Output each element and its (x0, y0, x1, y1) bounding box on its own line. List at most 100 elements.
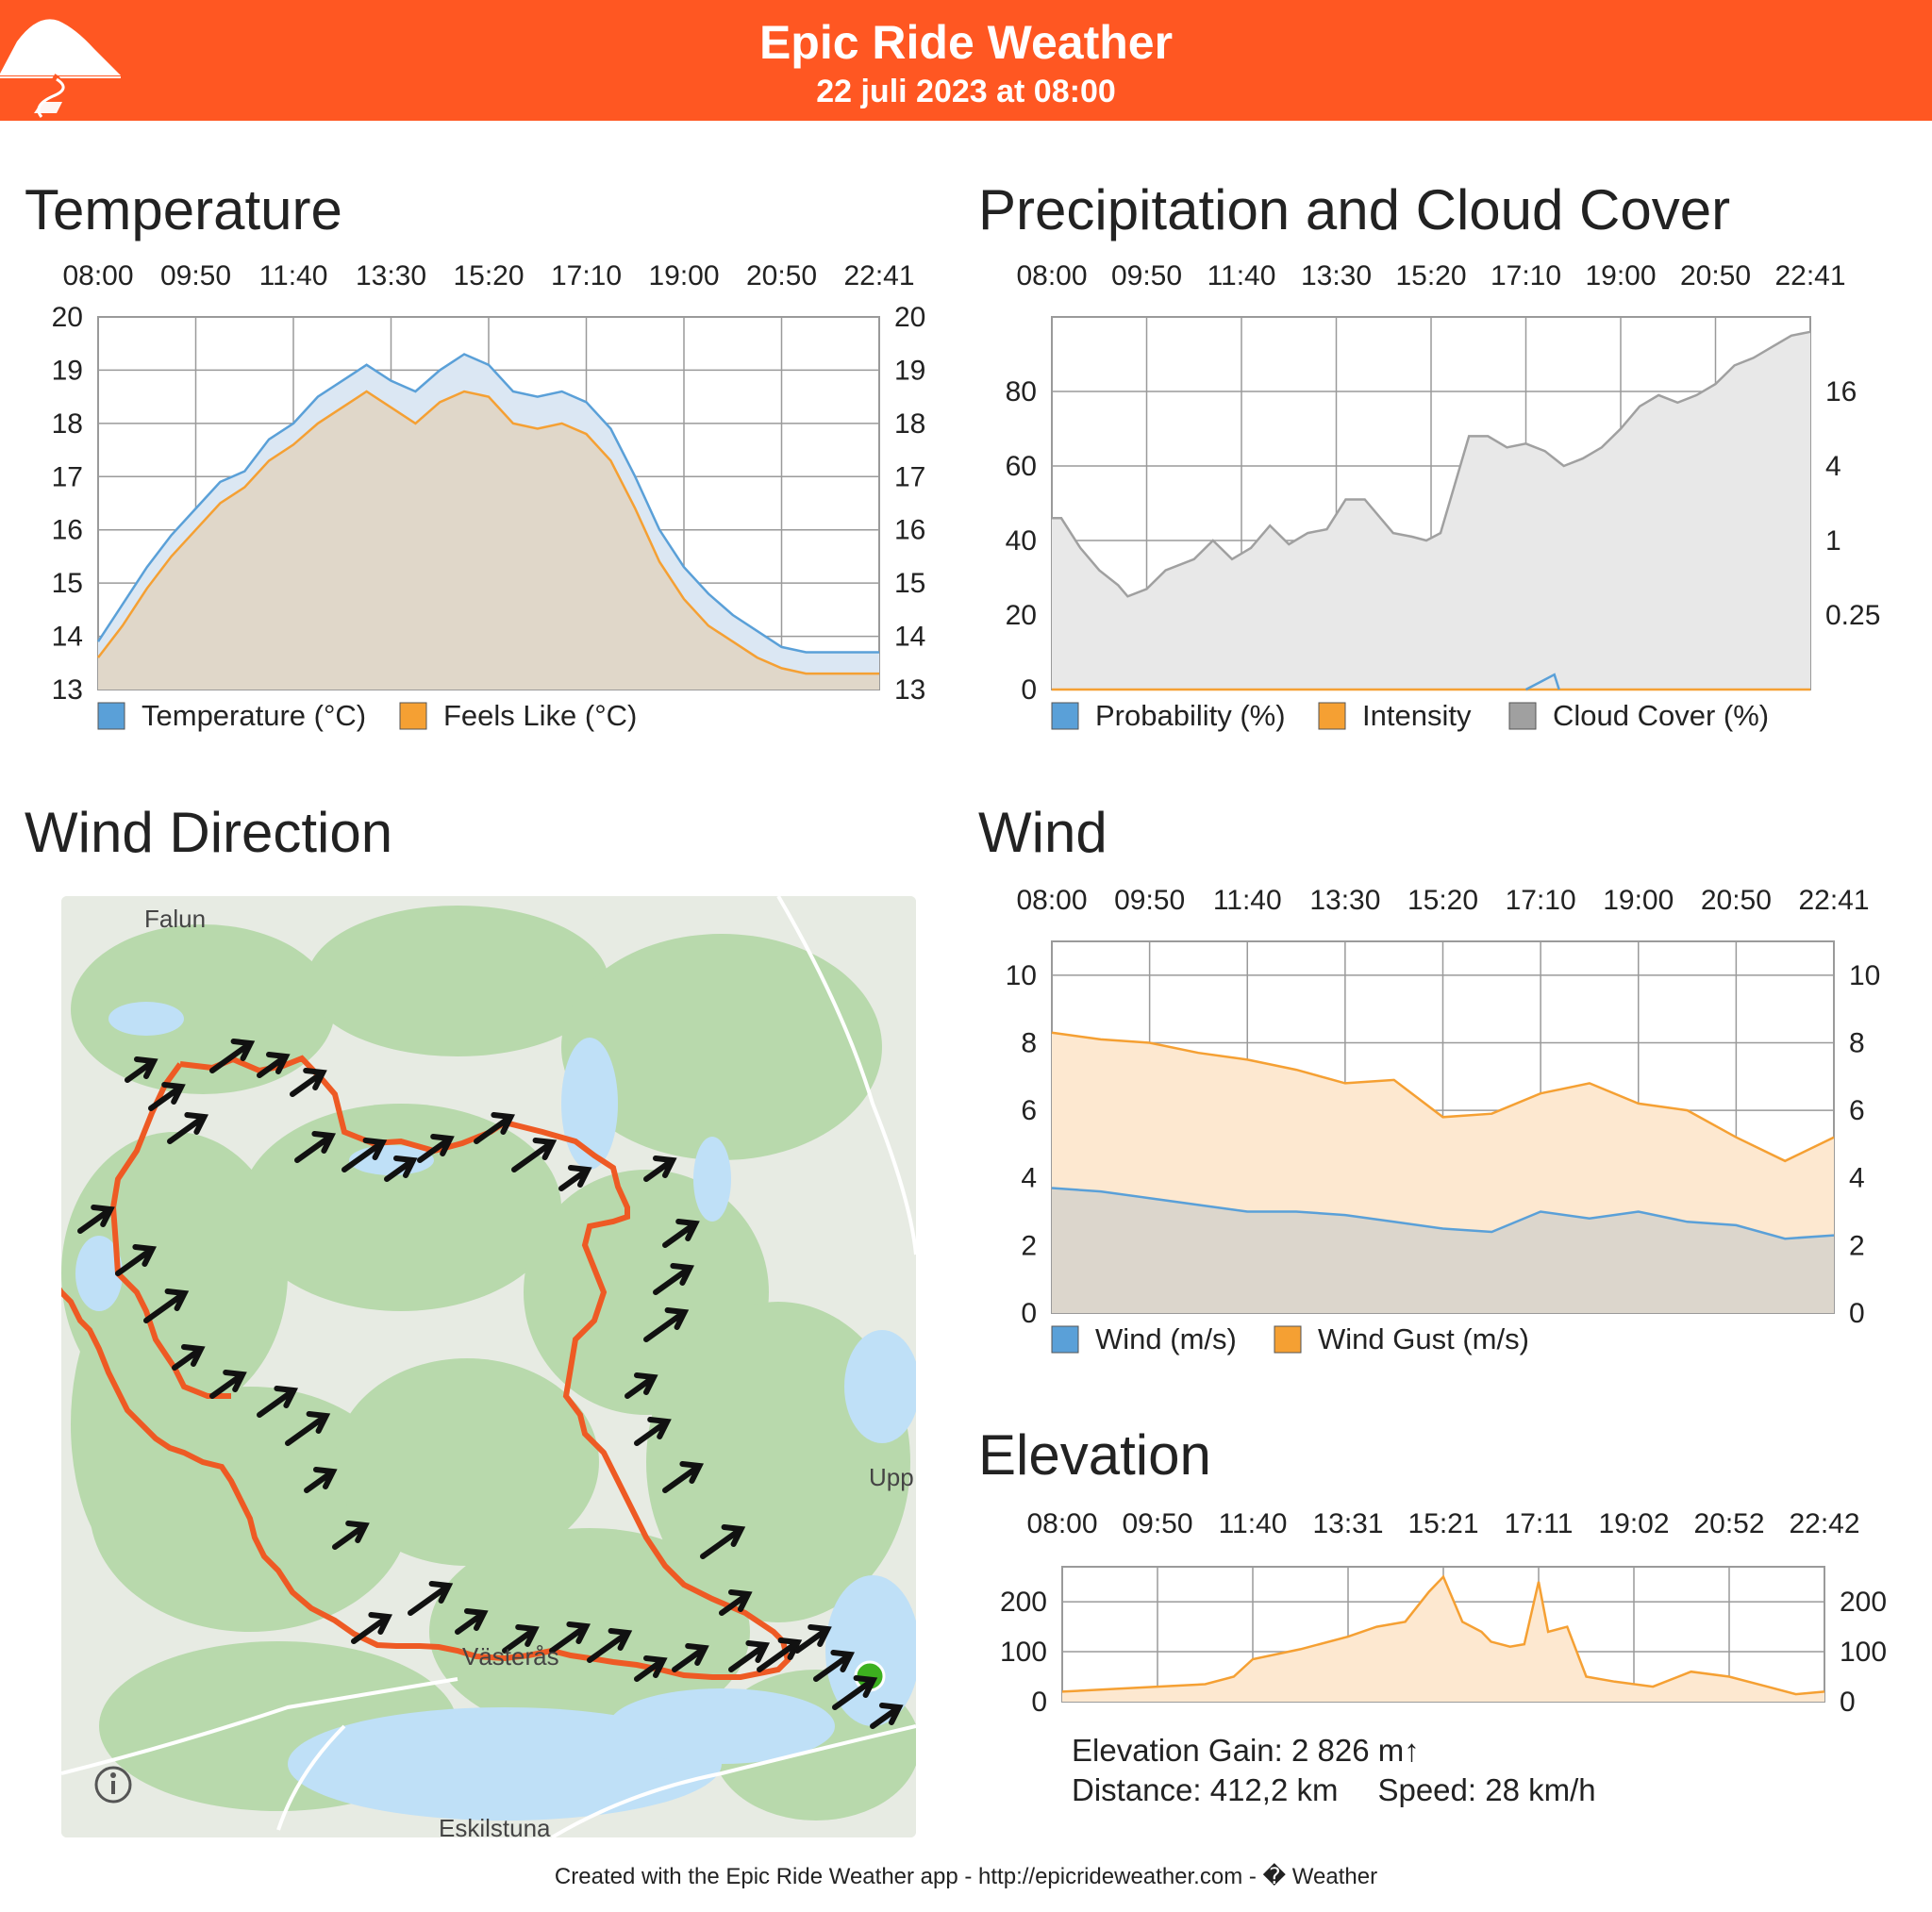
x-tick-label: 17:10 (551, 260, 622, 291)
wind-arrow-icon (384, 1156, 418, 1182)
wind-arrow-icon (77, 1205, 115, 1234)
wind-direction-title: Wind Direction (25, 801, 393, 864)
forest-areas (61, 906, 916, 1821)
legend-swatch (1274, 1325, 1302, 1354)
wind-arrow-icon (417, 1134, 455, 1163)
wind-arrow-icon (285, 1411, 331, 1446)
x-tick-label: 08:00 (1016, 260, 1087, 291)
wind-arrow-icon (870, 1703, 904, 1729)
x-tick-label: 15:20 (1395, 260, 1466, 291)
wind-arrow-icon (794, 1624, 832, 1654)
x-tick-label: 17:11 (1505, 1508, 1574, 1539)
app-header: Epic Ride Weather 22 juli 2023 at 08:00 (0, 0, 1932, 121)
x-tick-label: 22:41 (843, 260, 914, 291)
x-tick-label: 13:30 (1301, 260, 1372, 291)
wind-arrow-icon (813, 1650, 856, 1682)
x-tick-label: 19:02 (1598, 1508, 1669, 1539)
map-label-upp: Upp (869, 1463, 914, 1491)
wind-arrow-icon (757, 1638, 803, 1672)
x-tick-label: 19:00 (1585, 260, 1656, 291)
x-tick-label: 08:00 (62, 260, 133, 291)
y-tick-label: 0 (1021, 674, 1037, 706)
map-info-icon (94, 1766, 132, 1804)
y-right-tick-label: 14 (894, 622, 925, 653)
y-tick-label: 16 (52, 515, 83, 546)
y-right-tick-label: 16 (894, 515, 925, 546)
wind-arrow-icon (148, 1082, 186, 1111)
app-title: Epic Ride Weather (758, 16, 1174, 69)
footer-credit[interactable]: Created with the Epic Ride Weather app -… (554, 1864, 1378, 1889)
x-tick-label: 20:50 (1680, 260, 1751, 291)
elevation-gain: Elevation Gain: 2 826 m↑ (1072, 1733, 1420, 1768)
map-label-vasteras: Västerås (462, 1642, 559, 1671)
legend-label: Probability (%) (1095, 699, 1286, 732)
legend-label: Intensity (1362, 699, 1472, 732)
x-tick-label: 11:40 (1219, 1508, 1288, 1539)
x-tick-label: 17:10 (1506, 885, 1576, 916)
y-tick-label: 0 (1021, 1298, 1037, 1329)
x-tick-label: 13:30 (356, 260, 426, 291)
map-label-falun: Falun (144, 905, 206, 933)
roads (61, 896, 916, 1837)
x-tick-label: 15:20 (1407, 885, 1478, 916)
wind-arrow-icon (290, 1068, 327, 1097)
series-line (96, 353, 879, 654)
y-right-tick-label: 0 (1840, 1687, 1856, 1718)
legend-label: Temperature (°C) (142, 699, 366, 732)
wind-arrow-icon (408, 1581, 454, 1616)
y-tick-label: 20 (1006, 600, 1037, 631)
y-tick-label: 6 (1021, 1095, 1037, 1126)
x-tick-label: 11:40 (1213, 885, 1282, 916)
y-right-tick-label: 19 (894, 355, 925, 386)
x-tick-label: 19:00 (1603, 885, 1674, 916)
x-tick-label: 15:21 (1407, 1508, 1478, 1539)
x-tick-label: 22:41 (1774, 260, 1845, 291)
wind-arrow-icon (634, 1417, 672, 1446)
legend-swatch (97, 702, 125, 730)
wind-arrow-icon (257, 1052, 291, 1078)
wind-arrow-icon (634, 1655, 668, 1682)
legend-swatch (1051, 1325, 1079, 1354)
series-line (1524, 673, 1560, 691)
wind-arrow-icon (341, 1138, 388, 1172)
wind-arrow-icon (172, 1344, 206, 1371)
y-right-tick-label: 0 (1849, 1298, 1865, 1329)
x-tick-label: 20:50 (746, 260, 817, 291)
wind-arrow-icon (700, 1524, 746, 1559)
legend-swatch (399, 702, 427, 730)
y-tick-label: 2 (1021, 1230, 1037, 1261)
x-tick-label: 08:00 (1026, 1508, 1097, 1539)
y-right-tick-label: 17 (894, 461, 925, 492)
x-tick-label: 22:41 (1798, 885, 1869, 916)
x-tick-label: 09:50 (1122, 1508, 1192, 1539)
distance-value: Distance: 412,2 km (1072, 1772, 1339, 1807)
route-map[interactable]: Falun Västerås Eskilstuna Upp (61, 896, 916, 1837)
series-line (1052, 330, 1811, 598)
elevation-title: Elevation (978, 1423, 1211, 1487)
x-tick-label: 13:31 (1312, 1508, 1383, 1539)
wind-arrow-icon (643, 1307, 690, 1342)
legend-label: Wind Gust (m/s) (1318, 1322, 1529, 1355)
series-area (98, 391, 879, 690)
legend-label: Cloud Cover (%) (1553, 699, 1769, 732)
series-line (1061, 1574, 1825, 1696)
map-label-eskilstuna: Eskilstuna (439, 1814, 551, 1837)
y-tick-label: 19 (52, 355, 83, 386)
series-area (1052, 1188, 1834, 1313)
wind-arrow-icon (625, 1372, 658, 1399)
wind-arrow-icon (143, 1289, 190, 1323)
y-right-tick-label: 0.25 (1825, 600, 1880, 631)
y-tick-label: 17 (52, 461, 83, 492)
y-tick-label: 8 (1021, 1027, 1037, 1058)
y-right-tick-label: 200 (1840, 1587, 1887, 1618)
wind-plot: 08:00 09:50 11:40 13:30 15:20 17:10 19:00 20:50… (1006, 885, 1881, 1355)
legend-label: Wind (m/s) (1095, 1322, 1237, 1355)
wind-arrow-icon (351, 1612, 393, 1644)
y-tick-label: 80 (1006, 376, 1037, 407)
y-right-tick-label: 20 (894, 302, 925, 333)
wind-arrow-icon (662, 1461, 705, 1493)
series-area (1062, 1576, 1824, 1702)
y-tick-label: 10 (1006, 960, 1037, 991)
wind-arrow-icon (832, 1675, 878, 1710)
series-line (1051, 1031, 1835, 1163)
